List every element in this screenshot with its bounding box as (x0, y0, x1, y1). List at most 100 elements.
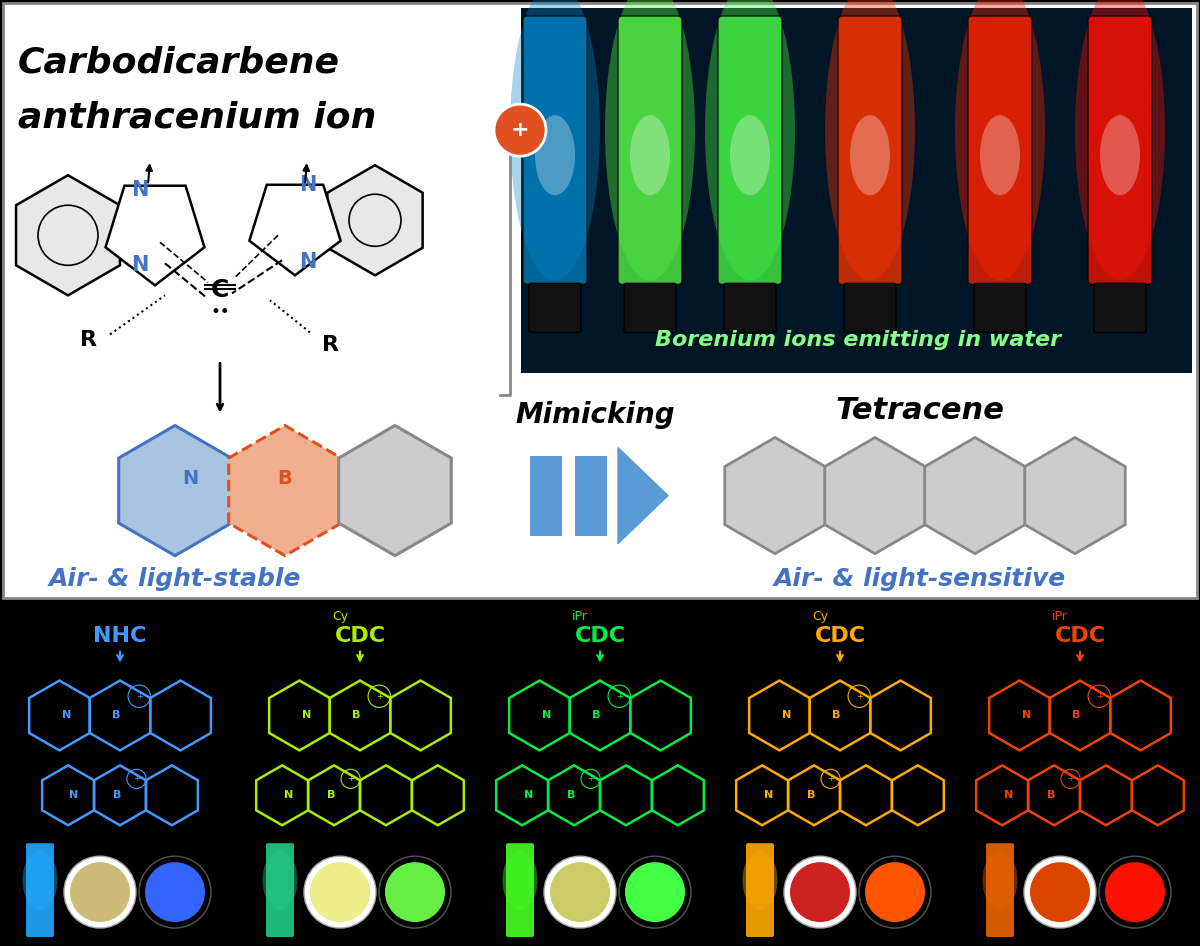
Text: +: + (1096, 692, 1103, 701)
Circle shape (790, 862, 850, 922)
Ellipse shape (983, 850, 1018, 910)
Text: N: N (131, 181, 149, 201)
Circle shape (494, 104, 546, 156)
Circle shape (865, 862, 925, 922)
Ellipse shape (955, 0, 1045, 280)
Text: B: B (113, 710, 121, 721)
Text: N: N (299, 253, 317, 272)
Circle shape (859, 856, 931, 928)
Circle shape (1024, 856, 1096, 928)
Text: N: N (782, 710, 791, 721)
Text: Mimicking: Mimicking (515, 401, 674, 429)
Circle shape (145, 862, 205, 922)
Text: +: + (376, 692, 383, 701)
FancyBboxPatch shape (724, 284, 776, 332)
Text: B: B (113, 790, 121, 800)
Text: CDC: CDC (815, 625, 865, 646)
FancyBboxPatch shape (26, 843, 54, 937)
Text: Carbodicarbene: Carbodicarbene (18, 45, 340, 79)
Ellipse shape (743, 850, 778, 910)
Ellipse shape (706, 0, 796, 280)
Text: Air- & light-sensitive: Air- & light-sensitive (774, 567, 1066, 590)
Ellipse shape (503, 850, 538, 910)
Ellipse shape (263, 850, 298, 910)
Text: CDC: CDC (575, 625, 625, 646)
Polygon shape (925, 437, 1025, 553)
Text: N: N (62, 710, 71, 721)
Polygon shape (618, 447, 668, 544)
Circle shape (304, 856, 376, 928)
Ellipse shape (630, 115, 670, 195)
Circle shape (385, 862, 445, 922)
FancyBboxPatch shape (974, 284, 1026, 332)
Text: B: B (277, 469, 293, 488)
Text: B: B (326, 790, 335, 800)
Text: N: N (1003, 790, 1013, 800)
Circle shape (310, 862, 370, 922)
FancyBboxPatch shape (618, 16, 682, 285)
Bar (575, 456, 607, 535)
Text: +: + (827, 775, 834, 783)
FancyBboxPatch shape (1094, 284, 1146, 332)
Polygon shape (824, 437, 925, 553)
Text: N: N (131, 255, 149, 275)
Ellipse shape (850, 115, 890, 195)
Polygon shape (119, 426, 232, 555)
Ellipse shape (980, 115, 1020, 195)
FancyBboxPatch shape (266, 843, 294, 937)
Circle shape (625, 862, 685, 922)
Text: B: B (566, 790, 575, 800)
Text: R: R (79, 330, 96, 350)
Text: N: N (1022, 710, 1031, 721)
FancyBboxPatch shape (624, 284, 676, 332)
Text: Tetracene: Tetracene (835, 396, 1004, 425)
Text: CDC: CDC (335, 625, 385, 646)
Text: +: + (1067, 775, 1074, 783)
Text: +: + (133, 775, 140, 783)
FancyBboxPatch shape (718, 16, 782, 285)
Polygon shape (725, 437, 826, 553)
Text: +: + (587, 775, 594, 783)
Text: +: + (616, 692, 623, 701)
FancyBboxPatch shape (2, 3, 1198, 598)
Text: Borenium ions emitting in water: Borenium ions emitting in water (655, 330, 1061, 350)
FancyBboxPatch shape (838, 16, 902, 285)
Ellipse shape (730, 115, 770, 195)
Ellipse shape (535, 115, 575, 195)
Circle shape (1030, 862, 1090, 922)
Text: B: B (806, 790, 815, 800)
Text: B: B (833, 710, 841, 721)
Text: N: N (283, 790, 293, 800)
Polygon shape (250, 184, 341, 275)
Text: B: B (593, 710, 601, 721)
Circle shape (64, 856, 136, 928)
Circle shape (379, 856, 451, 928)
Polygon shape (16, 175, 120, 295)
Text: anthracenium ion: anthracenium ion (18, 100, 377, 134)
Text: C: C (211, 278, 229, 303)
FancyBboxPatch shape (506, 843, 534, 937)
Text: ••: •• (210, 304, 230, 322)
Polygon shape (229, 426, 341, 555)
Text: iPr: iPr (572, 609, 588, 622)
Circle shape (619, 856, 691, 928)
Text: Air- & light-stable: Air- & light-stable (49, 567, 301, 590)
Text: +: + (856, 692, 863, 701)
FancyBboxPatch shape (523, 16, 587, 285)
Ellipse shape (605, 0, 695, 280)
Text: iPr: iPr (1052, 609, 1068, 622)
Text: N: N (70, 790, 79, 800)
Bar (530, 456, 562, 535)
Polygon shape (328, 166, 422, 275)
Circle shape (784, 856, 856, 928)
Ellipse shape (1100, 115, 1140, 195)
Polygon shape (338, 426, 451, 555)
Ellipse shape (23, 850, 58, 910)
Circle shape (1105, 862, 1165, 922)
Text: N: N (182, 469, 198, 488)
Text: N: N (302, 710, 311, 721)
FancyBboxPatch shape (746, 843, 774, 937)
Circle shape (544, 856, 616, 928)
Text: B: B (1073, 710, 1081, 721)
Text: B: B (1046, 790, 1055, 800)
